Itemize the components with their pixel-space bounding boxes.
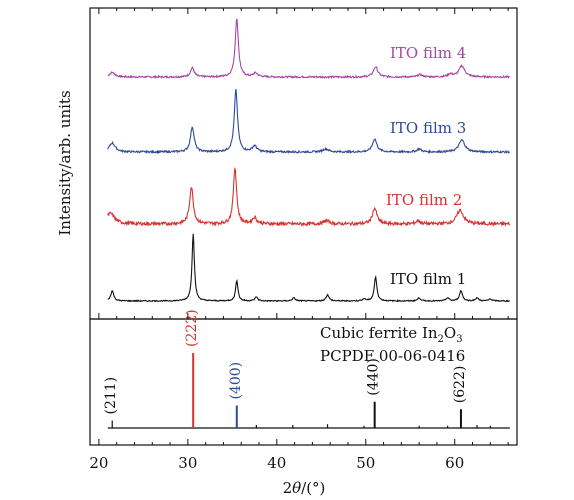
series-line-2 [107, 88, 510, 155]
x-axis-title: 2θ/(°) [283, 479, 326, 497]
x-tick-label-20: 20 [89, 454, 108, 472]
series-line-1 [107, 18, 510, 80]
reference-label-400: (400) [228, 362, 244, 400]
series-line-3 [107, 167, 511, 228]
x-tick-label-40: 40 [267, 454, 286, 472]
x-tick-label-50: 50 [356, 454, 375, 472]
reference-pattern: (211) (222) (400) (440) (622) [103, 309, 510, 429]
reference-title: Cubic ferrite In2O3 [320, 324, 463, 345]
reference-label-440: (440) [366, 358, 382, 396]
series-label-2: ITO film 3 [390, 119, 466, 137]
x-tick-label-60: 60 [445, 454, 464, 472]
reference-label-211: (211) [103, 377, 119, 415]
series-label-1: ITO film 4 [390, 44, 466, 62]
series-label-3: ITO film 2 [386, 191, 462, 209]
x-tick-label-30: 30 [178, 454, 197, 472]
bottom-panel-frame [89, 318, 518, 446]
series-labels: ITO film 4 ITO film 3 ITO film 2 ITO film 1 [386, 44, 466, 288]
series-line-4 [107, 233, 511, 303]
series-label-4: ITO film 1 [390, 270, 466, 288]
x-axis: 20 30 40 50 60 [89, 8, 509, 472]
reference-label-622: (622) [452, 366, 468, 404]
y-axis-title: Intensity/arb. units [56, 90, 74, 235]
series-layer [107, 18, 511, 303]
reference-card-id: PCPDF 00-06-0416 [320, 347, 465, 365]
reference-label-222: (222) [184, 309, 200, 347]
